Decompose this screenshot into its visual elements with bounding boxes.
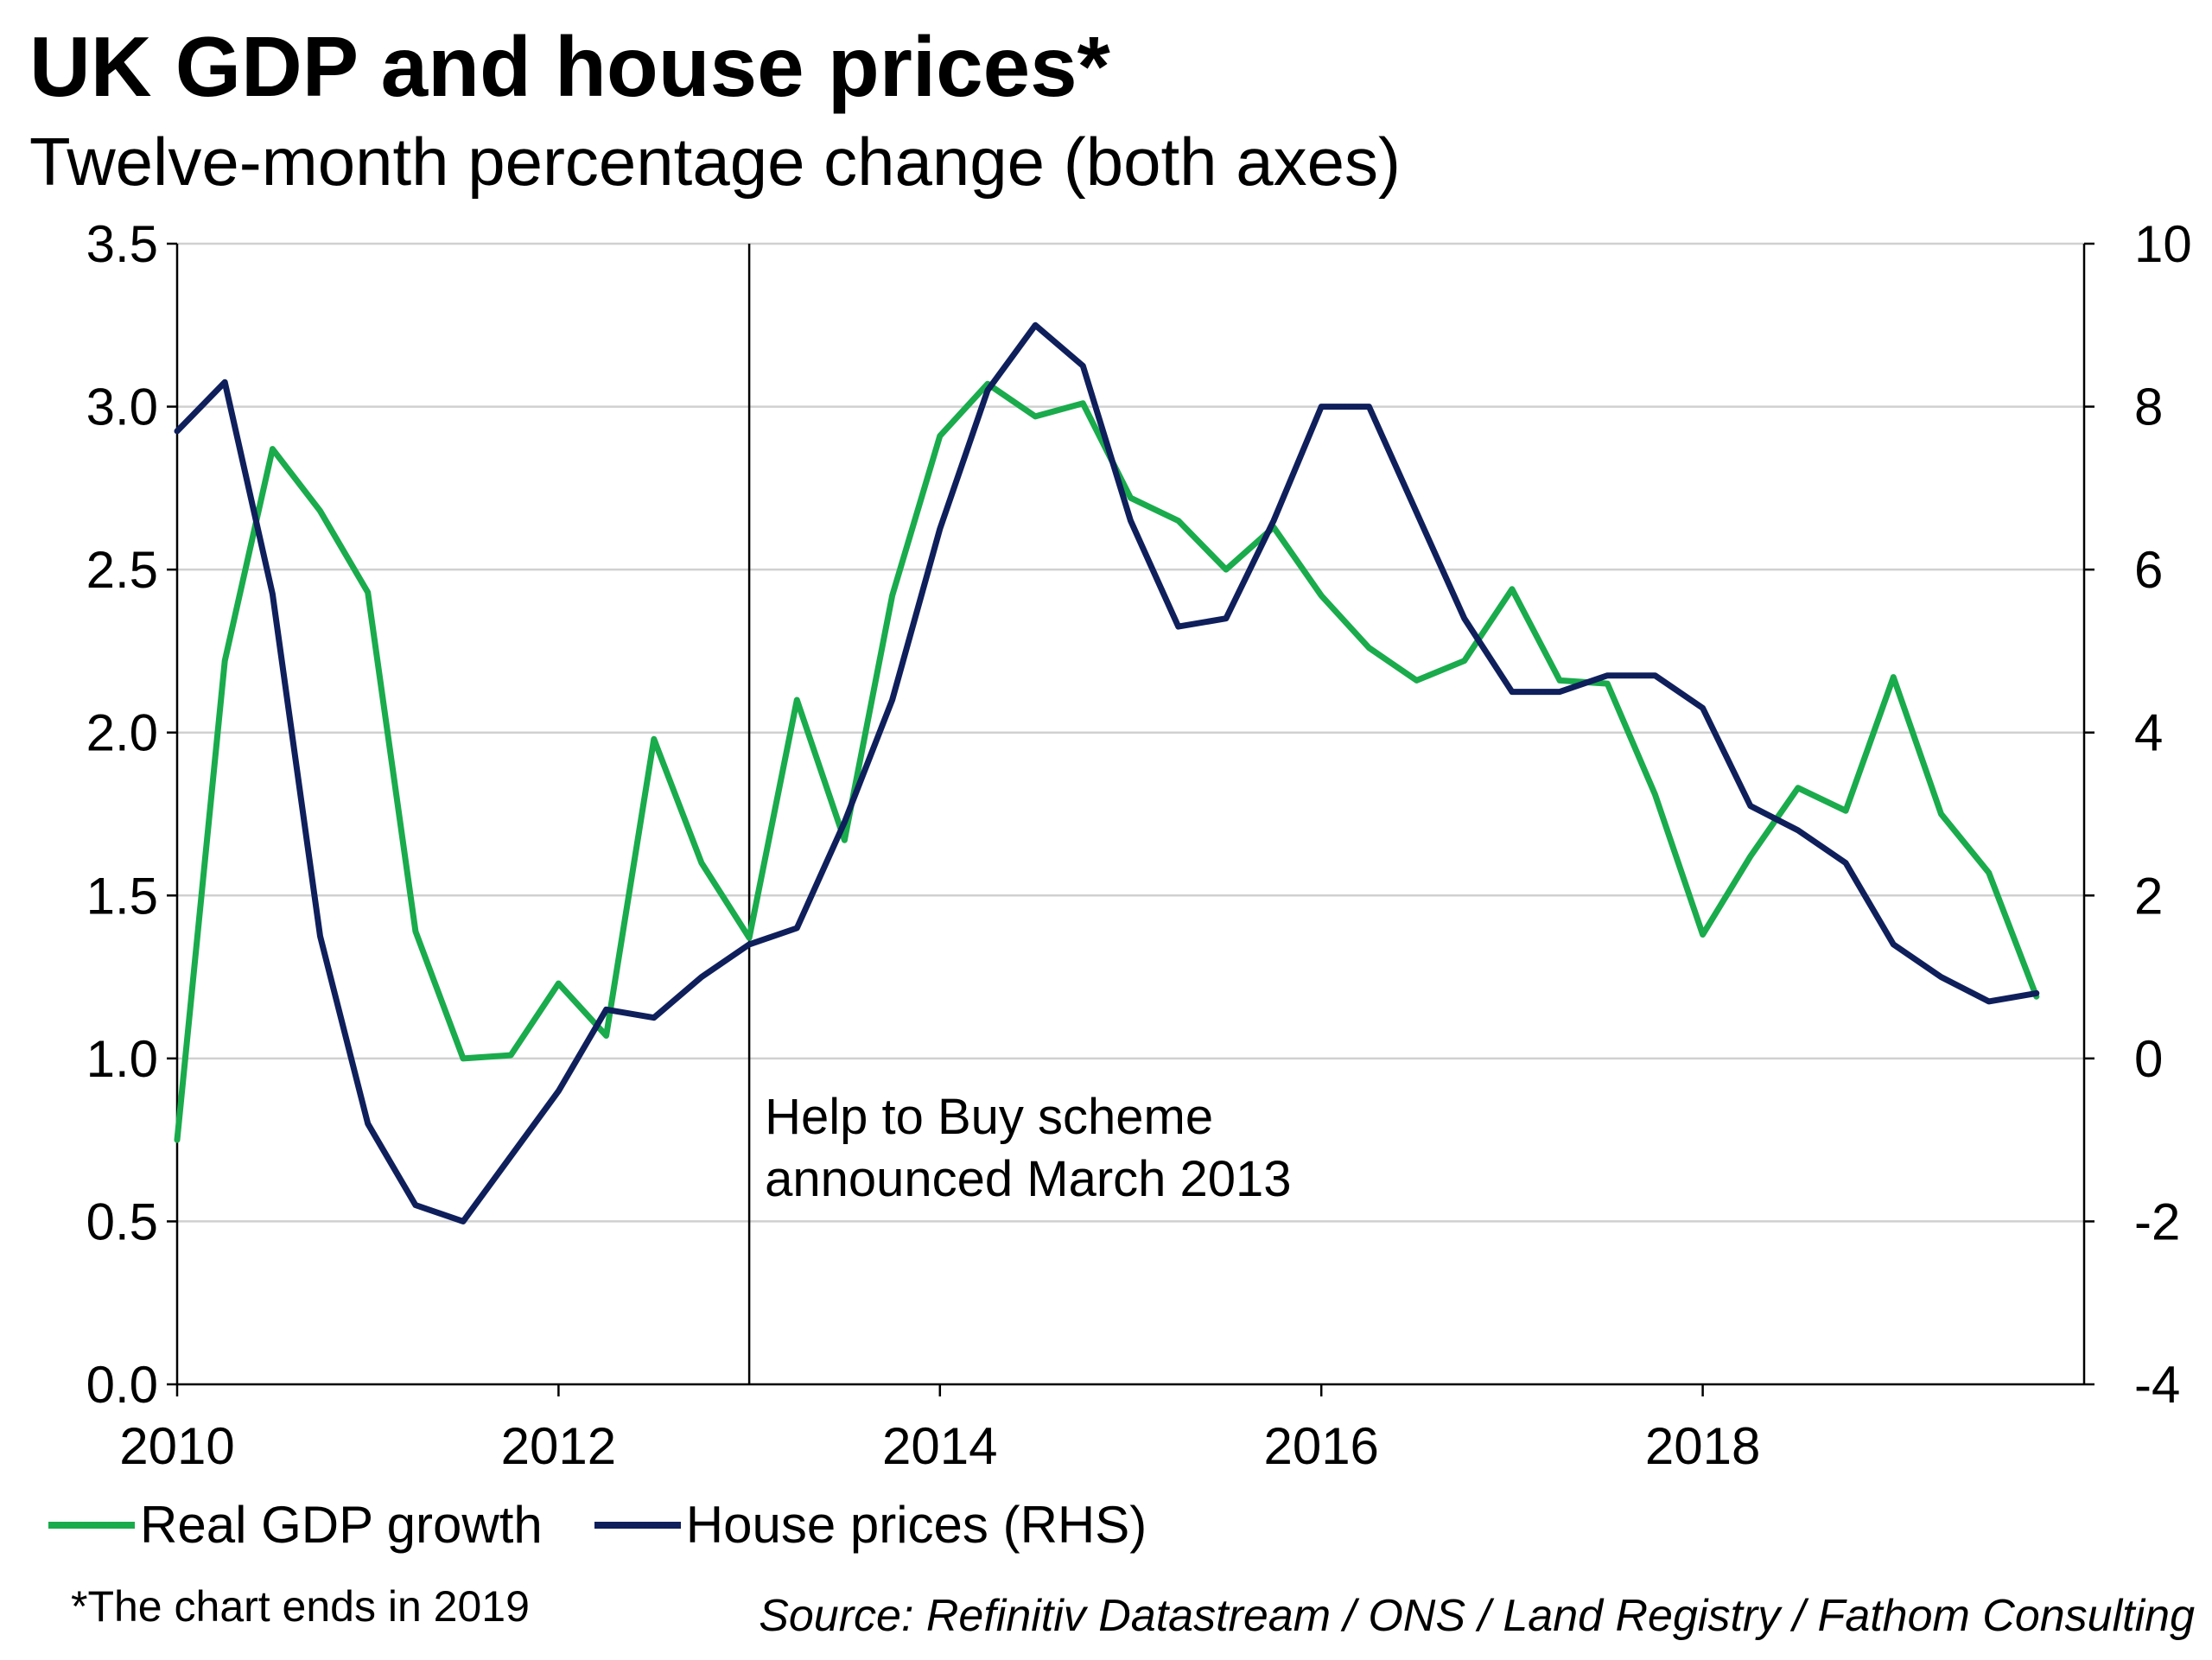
legend-swatch-gdp [48, 1521, 135, 1529]
chart-subtitle: Twelve-month percentage change (both axe… [29, 124, 1401, 200]
series-line-house-prices [174, 321, 2040, 1224]
y-left-tick-label: 2.0 [86, 704, 158, 762]
y-right-tick-label: 4 [2134, 704, 2163, 762]
legend: Real GDP growth House prices (RHS) [48, 1495, 1198, 1555]
x-tick-label: 2014 [882, 1417, 997, 1475]
legend-label-house: House prices (RHS) [685, 1496, 1147, 1554]
axes [167, 242, 2094, 1396]
source-note: Source: Refinitiv Datastream / ONS / Lan… [759, 1591, 2195, 1641]
x-tick-label: 2012 [501, 1417, 616, 1475]
x-tick-label: 2010 [119, 1417, 234, 1475]
x-tick-label: 2016 [1263, 1417, 1378, 1475]
y-left-tick-label: 3.0 [86, 378, 158, 436]
y-left-tick-label: 2.5 [86, 541, 158, 599]
annotation-text: Help to Buy scheme [765, 1089, 1213, 1145]
legend-item-house[interactable]: House prices (RHS) [594, 1495, 1147, 1555]
y-left-tick-label: 0.5 [86, 1193, 158, 1250]
x-tick-label: 2018 [1645, 1417, 1760, 1475]
y-left-tick-label: 0.0 [86, 1356, 158, 1414]
tick-labels: 0.0 0.5 1.0 1.5 2.0 2.5 3.0 3.5 -4 -2 0 2 4 6 8 10 2010 2… [86, 215, 2192, 1475]
y-right-tick-label: 10 [2134, 215, 2192, 273]
y-right-tick-label: -2 [2134, 1193, 2180, 1250]
series-lines [174, 321, 2040, 1224]
y-right-tick-label: 0 [2134, 1030, 2163, 1088]
y-right-tick-label: 6 [2134, 541, 2163, 599]
chart-title: UK GDP and house prices* [29, 19, 1110, 114]
y-right-tick-label: -4 [2134, 1356, 2180, 1414]
y-left-tick-label: 1.5 [86, 867, 158, 925]
footnote: *The chart ends in 2019 [71, 1582, 530, 1631]
annotation-text: announced March 2013 [765, 1151, 1291, 1207]
legend-label-gdp: Real GDP growth [140, 1496, 543, 1554]
y-left-tick-label: 1.0 [86, 1030, 158, 1088]
y-right-tick-label: 2 [2134, 867, 2163, 925]
y-left-tick-label: 3.5 [86, 215, 158, 273]
series-line-gdp [174, 380, 2040, 1143]
y-right-tick-label: 8 [2134, 378, 2163, 436]
legend-swatch-house [594, 1521, 681, 1529]
grid-lines [177, 242, 2084, 1223]
annotation: Help to Buy scheme announced March 2013 [747, 244, 1292, 1384]
legend-item-gdp[interactable]: Real GDP growth [48, 1495, 543, 1555]
